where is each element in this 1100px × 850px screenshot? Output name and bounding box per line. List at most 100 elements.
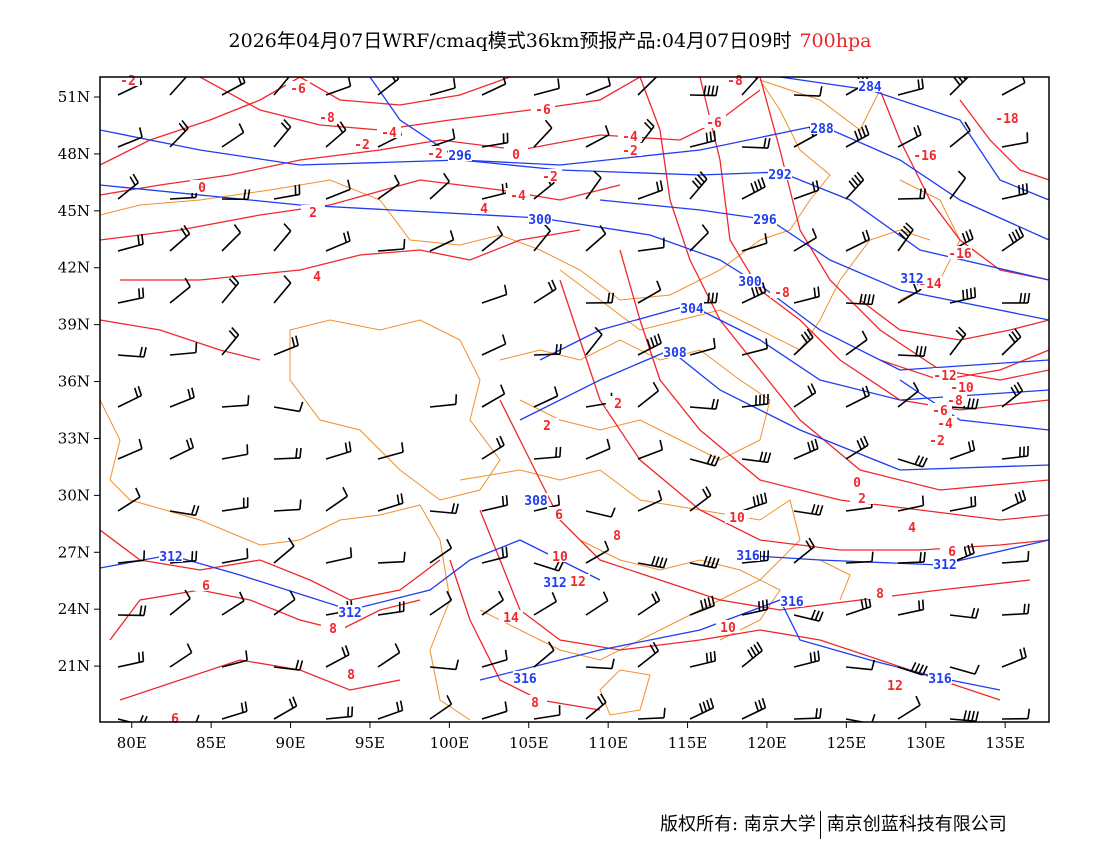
wind-barb bbox=[949, 710, 979, 722]
wind-barb bbox=[533, 78, 560, 96]
wind-barb bbox=[1001, 328, 1022, 356]
lat-tick-label: 51N bbox=[58, 88, 90, 106]
wind-barb bbox=[221, 591, 245, 616]
wind-barb bbox=[1001, 708, 1031, 720]
isotherm bbox=[100, 319, 261, 361]
wind-barb bbox=[1001, 381, 1024, 408]
wind-barb bbox=[481, 495, 509, 512]
wind-barb bbox=[949, 287, 977, 304]
wind-barb bbox=[949, 170, 967, 200]
height-contour-label: 300 bbox=[528, 213, 552, 228]
border-line bbox=[100, 399, 471, 721]
temperature-contour-label: -6 bbox=[706, 116, 722, 131]
wind-barb bbox=[117, 550, 146, 564]
wind-barb bbox=[897, 222, 914, 252]
wind-barb bbox=[689, 650, 717, 668]
wind-barb bbox=[325, 77, 352, 96]
wind-barb bbox=[897, 495, 925, 512]
border-line bbox=[499, 339, 771, 461]
wind-barb bbox=[793, 180, 820, 200]
wind-barb bbox=[481, 384, 506, 408]
temperature-contour-label: -10 bbox=[950, 381, 974, 396]
wind-barb bbox=[169, 277, 191, 304]
wind-barb bbox=[689, 398, 719, 410]
temperature-contour-label: -6 bbox=[932, 404, 948, 419]
wind-barb bbox=[637, 180, 664, 200]
wind-barb bbox=[637, 490, 663, 512]
wind-barb bbox=[689, 224, 709, 252]
wind-barb bbox=[637, 333, 662, 356]
wind-barb bbox=[949, 664, 980, 675]
wind-barb bbox=[793, 708, 822, 720]
lat-tick-label: 42N bbox=[58, 259, 90, 277]
isotherm bbox=[119, 659, 401, 701]
wind-barb bbox=[845, 435, 869, 460]
border-line bbox=[759, 79, 881, 131]
wind-barb bbox=[273, 499, 302, 512]
wind-barb bbox=[585, 125, 610, 148]
wind-barb bbox=[637, 280, 662, 304]
wind-barb bbox=[741, 451, 772, 464]
wind-barb bbox=[845, 596, 872, 616]
wind-barb bbox=[117, 234, 144, 252]
lat-tick-label: 27N bbox=[58, 543, 90, 561]
wind-barb bbox=[533, 119, 553, 148]
lon-tick-label: 115E bbox=[668, 734, 708, 752]
isotherm bbox=[100, 77, 301, 166]
wind-barb bbox=[845, 385, 871, 408]
wind-barb bbox=[117, 487, 141, 512]
temperature-contour-label: -2 bbox=[427, 147, 443, 162]
temperature-contour-label: -2 bbox=[542, 170, 558, 185]
isotherm bbox=[619, 249, 1049, 521]
wind-barb bbox=[897, 551, 926, 564]
map-frame bbox=[99, 76, 1050, 723]
copyright-footer: 版权所有: 南京大学 南京创蓝科技有限公司 bbox=[660, 810, 1007, 839]
temperature-contour-label: 8 bbox=[876, 587, 884, 602]
height-contour-label: 308 bbox=[524, 494, 548, 509]
wind-barb bbox=[273, 696, 298, 720]
isotherm bbox=[959, 99, 1049, 181]
height-contour-label: 312 bbox=[338, 606, 361, 621]
temperature-contour-label: 2 bbox=[543, 419, 551, 434]
wind-barb bbox=[377, 601, 405, 616]
wind-barb bbox=[585, 292, 615, 304]
company-name: 南京创蓝科技有限公司 bbox=[826, 814, 1007, 835]
isotherm bbox=[100, 89, 761, 196]
wind-barb bbox=[897, 455, 928, 468]
height-contour-label: 288 bbox=[810, 122, 834, 137]
isotherm bbox=[199, 77, 641, 131]
isotherm bbox=[759, 77, 1049, 381]
wind-barb bbox=[845, 551, 874, 564]
isotherm bbox=[859, 299, 1049, 341]
isotherm bbox=[109, 589, 421, 641]
wind-barb bbox=[273, 537, 295, 564]
isotherm bbox=[449, 559, 601, 711]
wind-barb bbox=[377, 700, 404, 720]
temperature-contour-label: 12 bbox=[887, 679, 903, 694]
wind-barb bbox=[533, 705, 561, 720]
temperature-contour-label: 0 bbox=[198, 181, 206, 196]
wind-barb bbox=[533, 279, 557, 304]
border-line bbox=[289, 319, 501, 501]
temperature-contour-label: -16 bbox=[913, 149, 937, 164]
wind-barb bbox=[221, 701, 248, 720]
wind-barb bbox=[221, 548, 249, 564]
isotherm bbox=[299, 77, 511, 106]
temperature-contour-label: -18 bbox=[995, 112, 1019, 127]
wind-barb bbox=[377, 77, 400, 96]
lon-tick-label: 130E bbox=[906, 734, 946, 752]
wind-barb bbox=[221, 327, 240, 356]
temperature-contour-label: 2 bbox=[309, 206, 317, 221]
wind-barb bbox=[845, 124, 870, 148]
wind-barb bbox=[949, 326, 967, 356]
wind-barb bbox=[897, 695, 921, 720]
height-contour-label: 304 bbox=[680, 302, 704, 317]
wind-barb bbox=[273, 223, 292, 252]
isotherm bbox=[879, 89, 1049, 281]
wind-barb bbox=[429, 128, 456, 148]
lon-tick-label: 85E bbox=[196, 734, 226, 752]
temperature-contour-label: 8 bbox=[347, 668, 355, 683]
height-contour bbox=[479, 599, 1001, 691]
wind-barb bbox=[117, 127, 143, 148]
temperature-contour-label: -8 bbox=[774, 286, 790, 301]
